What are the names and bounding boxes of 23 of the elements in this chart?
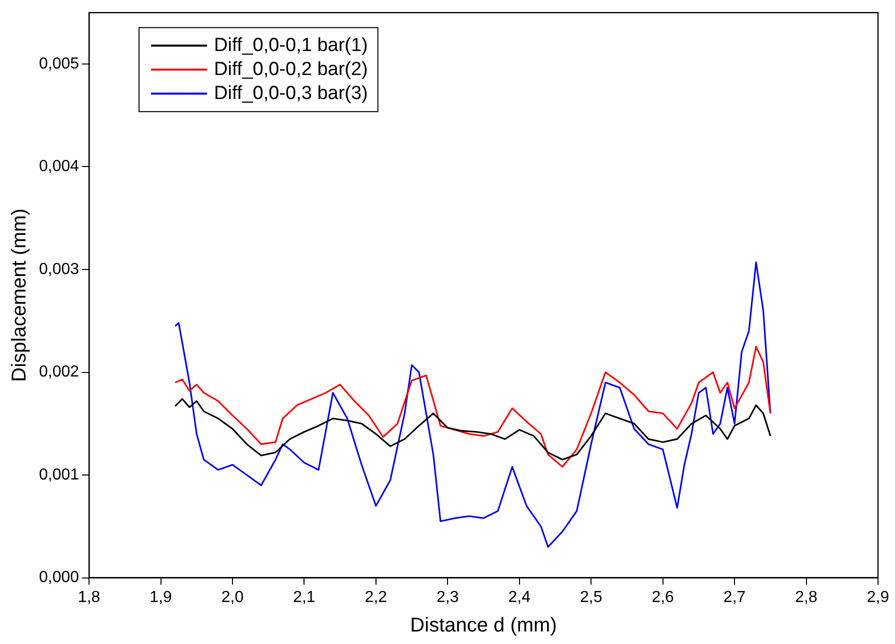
x-tick-label: 2,1 [293,588,316,606]
legend-label: Diff_0,0-0,2 bar(2) [214,58,368,80]
x-tick-label: 2,0 [221,588,244,606]
y-tick-label: 0,000 [38,569,80,586]
legend-label: Diff_0,0-0,1 bar(1) [214,34,368,56]
x-tick-label: 2,2 [364,588,388,606]
x-tick-label: 2,3 [436,588,459,606]
y-tick-label: 0,005 [38,55,80,72]
y-tick-label: 0,002 [38,364,80,381]
x-tick-label: 2,8 [795,588,818,606]
x-tick-label: 2,9 [866,588,890,606]
x-tick-label: 2,5 [580,588,602,606]
x-tick-label: 1,9 [150,588,172,606]
y-tick-label: 0,001 [38,466,80,484]
x-tick-label: 2,4 [508,588,531,606]
y-axis-title: Displacement (mm) [8,208,31,382]
x-axis-title: Distance d (mm) [410,614,557,637]
x-tick-label: 2,7 [723,588,746,606]
y-tick-label: 0,004 [38,158,80,176]
x-tick-label: 1,8 [78,588,100,606]
y-tick-label: 0,003 [38,260,80,278]
legend-label: Diff_0,0-0,3 bar(3) [214,82,368,104]
x-tick-label: 2,6 [652,588,674,606]
